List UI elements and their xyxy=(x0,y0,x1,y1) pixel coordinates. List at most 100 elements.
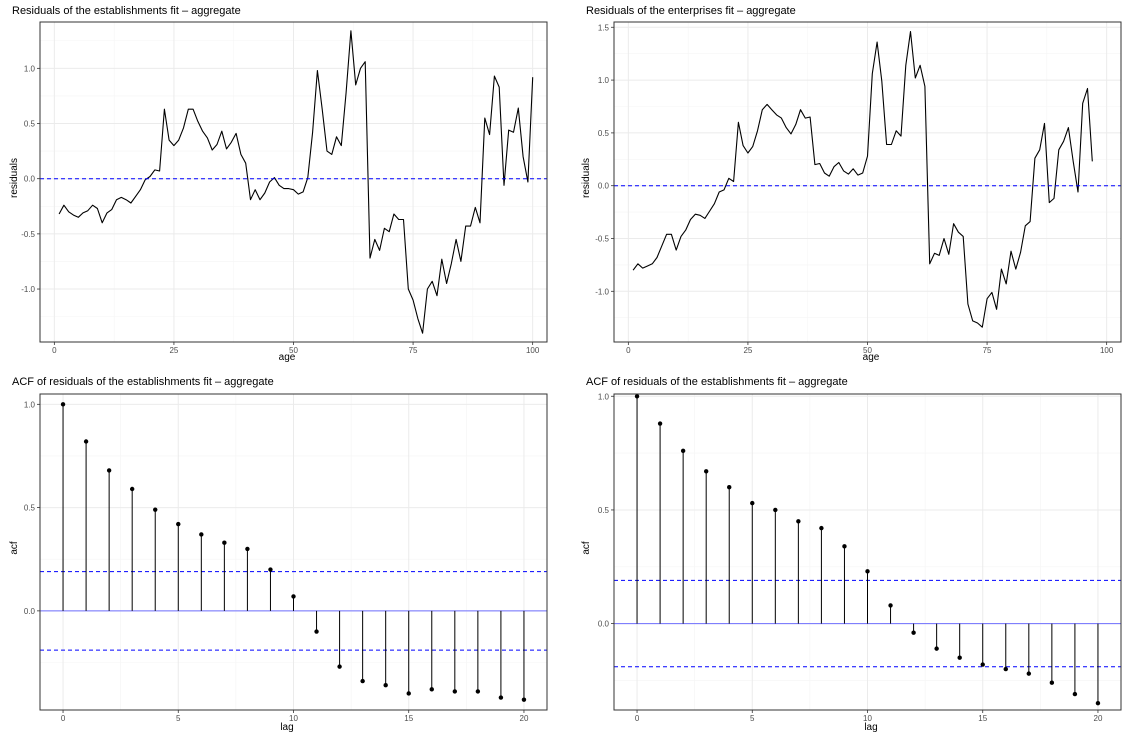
panel-establishments-acf: ACF of residuals of the establishments f… xyxy=(9,376,548,733)
acf-point xyxy=(888,603,893,608)
acf-point xyxy=(634,394,640,399)
acf-point xyxy=(153,507,158,512)
y-axis-label: acf xyxy=(9,541,20,555)
x-tick-label: 75 xyxy=(409,346,418,355)
y-tick-label: 0.0 xyxy=(24,607,36,616)
acf-point xyxy=(750,500,755,506)
x-tick-label: 25 xyxy=(169,346,178,355)
x-tick-label: 5 xyxy=(750,714,755,723)
acf-point xyxy=(1095,700,1101,706)
x-tick-label: 100 xyxy=(1100,346,1114,355)
y-tick-label: 1.0 xyxy=(598,392,610,401)
acf-point xyxy=(498,695,504,700)
panel-border xyxy=(613,21,1122,343)
x-tick-label: 15 xyxy=(978,714,987,723)
acf-point xyxy=(657,421,663,426)
acf-point xyxy=(176,521,181,527)
y-tick-label: 0.0 xyxy=(24,175,36,184)
x-tick-label: 0 xyxy=(626,346,631,355)
acf-point xyxy=(268,567,273,572)
acf-point xyxy=(245,546,250,552)
acf-point xyxy=(934,646,939,651)
panel-border xyxy=(39,21,548,343)
tick-labels: 0 25 50 75 100 -1.0 -0.5 0.0 0.5 1.0 xyxy=(21,64,540,355)
acf-point xyxy=(222,540,227,545)
acf-point xyxy=(980,662,985,667)
acf-point xyxy=(796,519,801,524)
acf-point xyxy=(865,569,870,574)
acf-point xyxy=(957,655,962,660)
acf-point xyxy=(360,678,365,684)
acf-point xyxy=(60,402,66,407)
x-tick-label: 0 xyxy=(635,714,640,723)
acf-point xyxy=(106,468,112,473)
acf-point xyxy=(680,448,686,454)
grid xyxy=(614,394,1121,710)
chart-title: Residuals of the establishments fit – ag… xyxy=(12,5,241,17)
x-tick-label: 75 xyxy=(983,346,992,355)
y-tick-label: 1.0 xyxy=(24,400,36,409)
panel-establishments-residuals: Residuals of the establishments fit – ag… xyxy=(9,5,548,363)
tick-labels: 0 25 50 75 100 -1.0 -0.5 0.0 0.5 1.0 1.5 xyxy=(595,23,1114,355)
acf-point xyxy=(727,485,732,490)
acf-point xyxy=(452,689,458,694)
x-tick-label: 20 xyxy=(520,714,529,723)
acf-point xyxy=(83,439,89,444)
y-tick-label: 0.5 xyxy=(598,129,610,138)
y-tick-label: 1.0 xyxy=(24,64,36,73)
acf-point xyxy=(291,594,296,599)
chart-title: ACF of residuals of the establishments f… xyxy=(12,376,274,388)
x-tick-label: 100 xyxy=(526,346,540,355)
residuals-series-line xyxy=(58,30,534,334)
x-tick-label: 20 xyxy=(1094,714,1103,723)
acf-point xyxy=(475,689,481,694)
x-tick-label: 50 xyxy=(863,346,872,355)
panel-enterprises-residuals: Residuals of the enterprises fit – aggre… xyxy=(581,5,1122,363)
acf-point xyxy=(383,683,388,688)
acf-point xyxy=(773,507,778,513)
chart-title: Residuals of the enterprises fit – aggre… xyxy=(586,5,796,17)
acf-point xyxy=(911,630,916,635)
x-tick-label: 10 xyxy=(289,714,298,723)
y-tick-label: -1.0 xyxy=(595,287,609,296)
y-axis-label: residuals xyxy=(581,158,592,198)
x-axis-label: lag xyxy=(864,722,877,733)
y-tick-label: -0.5 xyxy=(595,235,609,244)
acf-point xyxy=(314,629,319,634)
residuals-series-line xyxy=(632,30,1093,328)
acf-point xyxy=(1003,666,1008,672)
x-tick-label: 15 xyxy=(404,714,413,723)
grid xyxy=(40,394,547,710)
x-axis-label: age xyxy=(863,352,880,363)
x-tick-label: 0 xyxy=(52,346,57,355)
grid xyxy=(614,22,1121,342)
y-tick-label: 0.0 xyxy=(598,182,610,191)
acf-point xyxy=(1049,680,1055,685)
grid xyxy=(40,22,547,342)
acf-point xyxy=(406,691,411,696)
panel-border xyxy=(613,393,1122,711)
panel-border xyxy=(39,393,548,711)
chart-title: ACF of residuals of the establishments f… xyxy=(586,376,848,388)
y-tick-label: 1.5 xyxy=(598,23,610,32)
acf-point xyxy=(129,486,135,492)
x-tick-label: 50 xyxy=(289,346,298,355)
x-tick-label: 25 xyxy=(743,346,752,355)
acf-point xyxy=(199,532,204,537)
acf-point xyxy=(429,687,434,692)
y-tick-label: 0.0 xyxy=(598,620,610,629)
y-tick-label: 0.5 xyxy=(24,120,36,129)
y-tick-label: 0.5 xyxy=(598,506,610,515)
acf-point xyxy=(842,544,847,549)
x-axis-label: lag xyxy=(280,722,293,733)
y-tick-label: -0.5 xyxy=(21,230,35,239)
x-axis-label: age xyxy=(279,352,296,363)
y-tick-label: 1.0 xyxy=(598,76,610,85)
y-axis-label: acf xyxy=(581,541,592,555)
panel-establishments-acf-2: ACF of residuals of the establishments f… xyxy=(581,376,1122,733)
acf-point xyxy=(337,664,342,669)
x-tick-label: 0 xyxy=(61,714,66,723)
acf-point xyxy=(521,697,527,702)
y-tick-label: -1.0 xyxy=(21,285,35,294)
